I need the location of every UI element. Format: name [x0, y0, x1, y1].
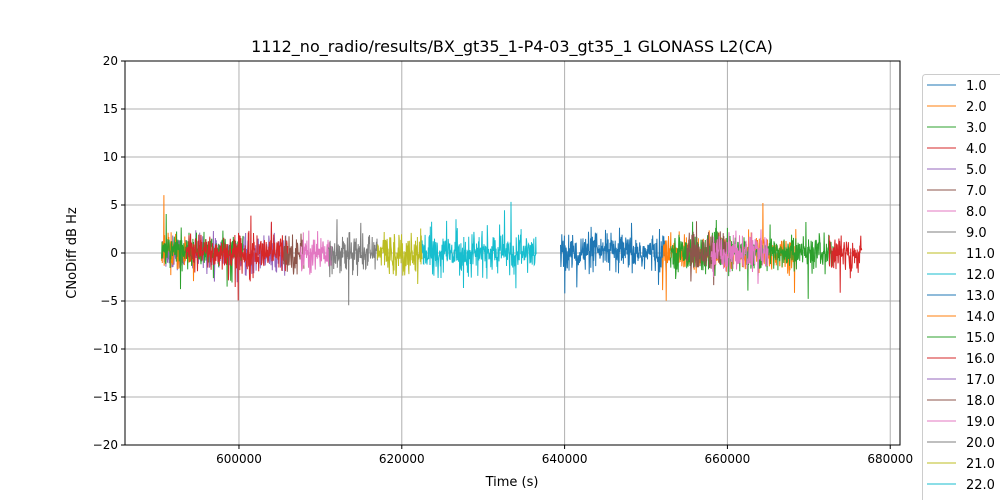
legend-label: 5.0	[966, 163, 987, 178]
chart-title: 1112_no_radio/results/BX_gt35_1-P4-03_gt…	[251, 37, 773, 57]
legend-label: 16.0	[966, 352, 995, 367]
legend-label: 18.0	[966, 394, 995, 409]
legend-label: 21.0	[966, 457, 995, 472]
series-line-9.0	[328, 219, 378, 306]
legend-label: 20.0	[966, 436, 995, 451]
legend-label: 2.0	[966, 100, 987, 115]
legend-label: 15.0	[966, 331, 995, 346]
x-tick-label: 640000	[542, 452, 588, 466]
y-tick-label: −5	[100, 294, 118, 308]
legend-label: 14.0	[966, 310, 995, 325]
y-tick-label: −10	[93, 342, 118, 356]
legend: 1.0 2.0 3.0 4.0 5.0 7.0 8.0 9.0 11.0 12.0 13.0 14.0…	[922, 74, 1000, 500]
x-axis-label: Time (s)	[485, 475, 539, 490]
series-line-11.0	[376, 228, 423, 285]
legend-label: 1.0	[966, 79, 987, 94]
plot-area	[161, 195, 863, 306]
y-tick-label: 0	[110, 246, 118, 260]
y-tick-label: 20	[103, 54, 118, 68]
y-tick-label: 15	[103, 102, 118, 116]
legend-label: 19.0	[966, 415, 995, 430]
legend-label: 9.0	[966, 226, 987, 241]
x-tick-label: 620000	[379, 452, 425, 466]
legend-label: 11.0	[966, 247, 995, 262]
legend-label: 17.0	[966, 373, 995, 388]
legend-label: 22.0	[966, 478, 995, 493]
series-line-18.0	[686, 221, 728, 286]
legend-label: 12.0	[966, 268, 995, 283]
series-line-4.0	[185, 215, 289, 301]
legend-label: 13.0	[966, 289, 995, 304]
series-line-16.0	[828, 235, 863, 293]
legend-label: 4.0	[966, 142, 987, 157]
y-axis-label: CNoDiff dB Hz	[65, 207, 80, 299]
legend-label: 3.0	[966, 121, 987, 136]
series-line-1.0	[560, 222, 667, 294]
series-line-8.0	[299, 230, 334, 275]
x-tick-label: 680000	[867, 452, 913, 466]
y-tick-label: 10	[103, 150, 118, 164]
legend-label: 8.0	[966, 205, 987, 220]
y-tick-label: −15	[93, 390, 118, 404]
series-line-12.0	[421, 201, 537, 289]
series-line-19.0	[710, 229, 769, 284]
x-tick-label: 660000	[705, 452, 751, 466]
x-tick-label: 600000	[216, 452, 262, 466]
y-tick-label: 5	[110, 198, 118, 212]
legend-label: 7.0	[966, 184, 987, 199]
legend-box	[922, 74, 1000, 500]
y-tick-label: −20	[93, 438, 118, 452]
ticks: 600000 620000 640000 660000 680000 −20 −15 −10 −…	[93, 54, 913, 466]
